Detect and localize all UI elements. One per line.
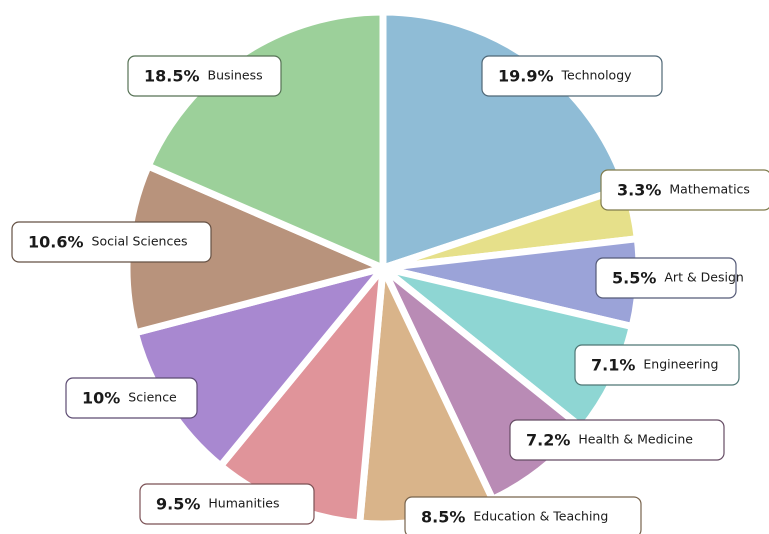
label-box	[509, 419, 725, 461]
value-label: 5.5%	[612, 269, 656, 288]
value-label: 3.3%	[617, 181, 661, 200]
value-label: 7.1%	[591, 356, 635, 375]
category-label: Humanities	[208, 496, 279, 511]
label-box	[595, 257, 737, 299]
value-label: 10.6%	[28, 233, 84, 252]
category-label: Mathematics	[669, 182, 750, 197]
category-label: Health & Medicine	[578, 432, 693, 447]
label-box	[481, 55, 663, 97]
label-box	[574, 344, 740, 386]
category-label: Science	[128, 390, 177, 405]
value-label: 10%	[82, 389, 120, 408]
label-box	[404, 496, 642, 534]
category-label: Business	[208, 68, 263, 83]
label-box	[65, 377, 198, 419]
category-label: Technology	[561, 68, 633, 83]
label-box	[139, 483, 315, 525]
value-label: 7.2%	[526, 431, 570, 450]
value-label: 18.5%	[144, 67, 200, 86]
label-box	[600, 169, 769, 211]
label-box	[127, 55, 282, 97]
value-label: 8.5%	[421, 508, 465, 527]
pie-slice	[144, 8, 387, 272]
category-label: Art & Design	[664, 270, 743, 285]
label-box	[11, 221, 212, 263]
category-label: Social Sciences	[92, 234, 188, 249]
category-label: Education & Teaching	[473, 509, 608, 524]
value-label: 19.9%	[498, 67, 554, 86]
category-label: Engineering	[643, 357, 718, 372]
value-label: 9.5%	[156, 495, 200, 514]
